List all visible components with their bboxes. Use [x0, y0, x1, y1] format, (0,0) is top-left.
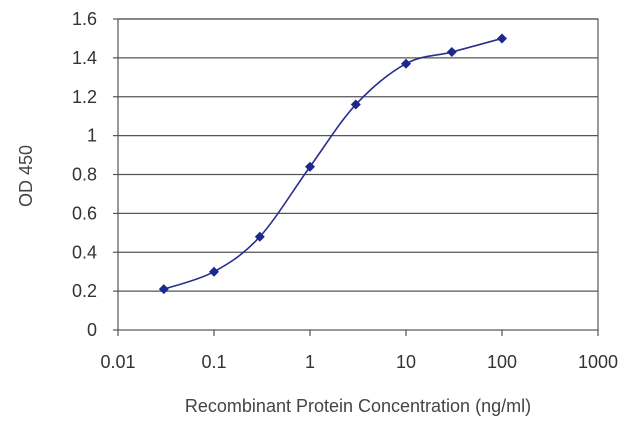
plot-frame [117, 18, 599, 331]
y-tick-label: 1 [87, 126, 97, 146]
y-tick-label: 0.4 [72, 242, 97, 262]
series [158, 33, 507, 295]
data-point [158, 284, 169, 295]
y-tick-label: 1.4 [72, 48, 97, 68]
data-point [350, 99, 361, 110]
x-tick-label: 1 [305, 352, 315, 372]
y-tick-label: 0 [87, 320, 97, 340]
data-point [446, 47, 457, 58]
y-tick-label: 0.6 [72, 203, 97, 223]
axes [113, 18, 599, 336]
y-tick-label: 1.6 [72, 9, 97, 29]
y-tick-labels: 0 0.2 0.4 0.6 0.8 1 1.2 1.4 1.6 [72, 9, 97, 340]
y-tick-label: 1.2 [72, 87, 97, 107]
data-point [209, 266, 219, 277]
x-axis-title: Recombinant Protein Concentration (ng/ml… [185, 396, 531, 416]
x-tick-label: 10 [396, 352, 416, 372]
data-point [497, 33, 507, 44]
x-tick-label: 0.01 [100, 352, 135, 372]
gridlines [118, 18, 598, 292]
data-point [254, 231, 265, 242]
data-point [401, 58, 411, 69]
x-tick-labels: 0.01 0.1 1 10 100 1000 [100, 352, 618, 372]
y-axis-title: OD 450 [16, 145, 36, 207]
data-point [305, 161, 315, 172]
y-tick-label: 0.8 [72, 165, 97, 185]
x-tick-label: 100 [487, 352, 517, 372]
x-tick-label: 0.1 [201, 352, 226, 372]
series-line [163, 37, 503, 290]
x-tick-label: 1000 [578, 352, 618, 372]
y-tick-label: 0.2 [72, 281, 97, 301]
